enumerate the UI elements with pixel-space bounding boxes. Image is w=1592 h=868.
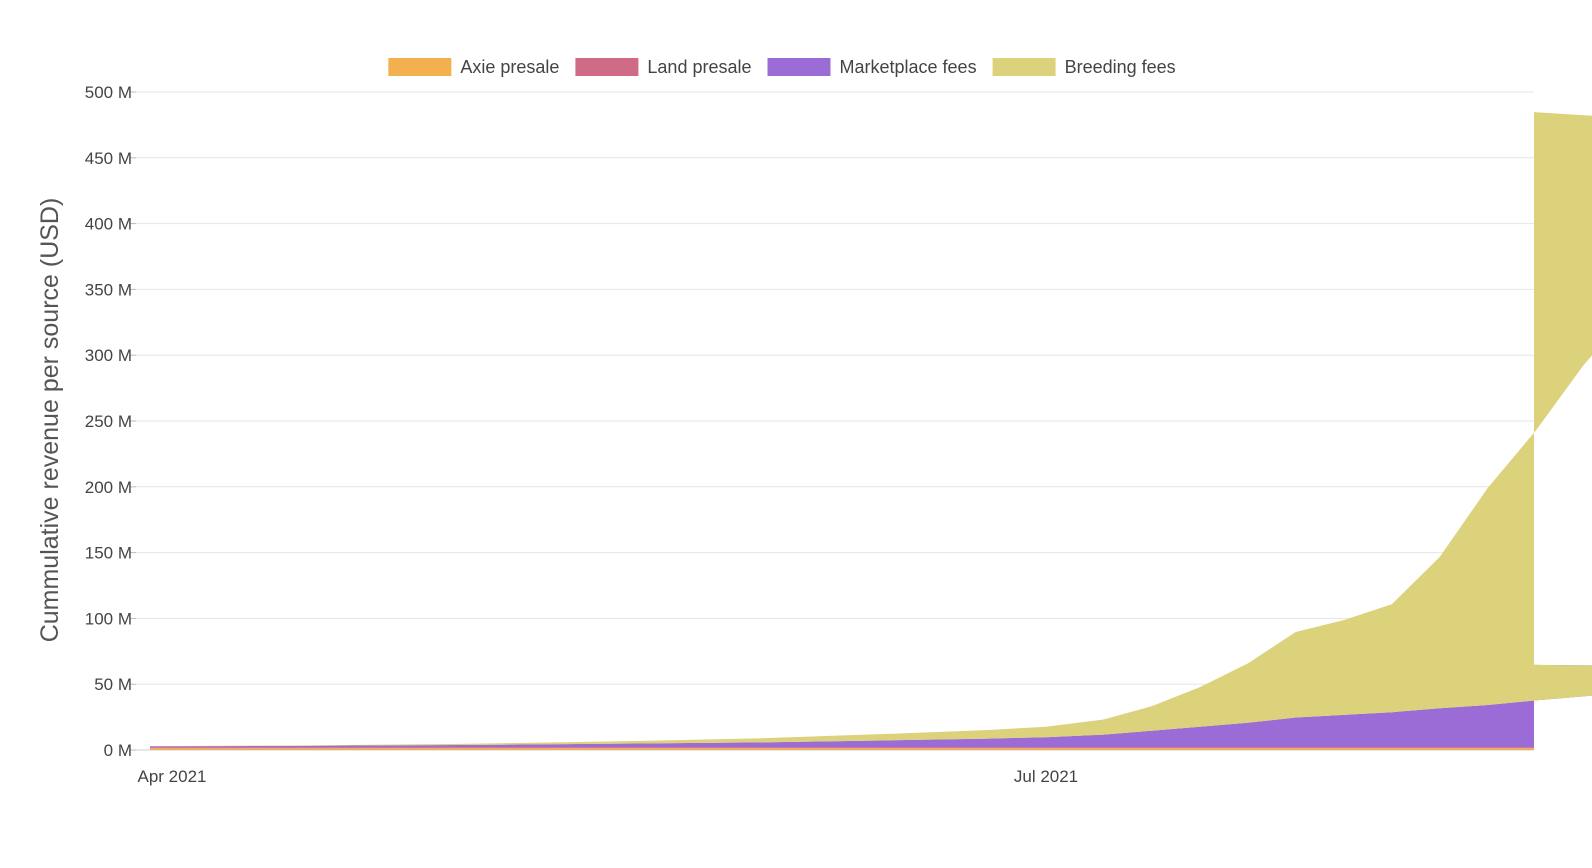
legend: Axie presale Land presale Marketplace fees…	[388, 57, 1176, 77]
y-tick-label: 450 M	[85, 149, 132, 168]
y-axis-ticks: 0 M 50 M 100 M 150 M 200 M 250 M 300 M 350 M 400…	[85, 83, 136, 760]
y-tick-label: 100 M	[85, 609, 132, 628]
y-tick-label: 400 M	[85, 215, 132, 234]
x-tick-label: Apr 2021	[138, 767, 207, 786]
y-gridlines	[136, 91, 1534, 751]
y-tick-label: 50 M	[94, 675, 132, 694]
x-tick-label: Jul 2021	[1014, 767, 1078, 786]
series-areas	[150, 112, 1592, 750]
y-tick-label: 500 M	[85, 83, 132, 102]
legend-label-breeding-fees: Breeding fees	[1065, 57, 1176, 77]
area-axie-presale	[150, 748, 1592, 750]
y-tick-label: 150 M	[85, 544, 132, 563]
area-land-presale	[150, 747, 1592, 749]
legend-swatch-breeding-fees	[992, 58, 1056, 76]
legend-label-marketplace-fees: Marketplace fees	[840, 57, 977, 77]
legend-swatch-axie-presale	[388, 58, 452, 76]
y-axis-title: Cummulative revenue per source (USD)	[36, 198, 64, 643]
area-marketplace-fees	[150, 664, 1592, 748]
legend-label-axie-presale: Axie presale	[460, 57, 559, 77]
x-axis-ticks: Apr 2021 Jul 2021	[138, 767, 1079, 786]
y-tick-label: 200 M	[85, 478, 132, 497]
area-breeding-fees	[150, 112, 1592, 747]
legend-label-land-presale: Land presale	[647, 57, 751, 77]
y-tick-label: 300 M	[85, 346, 132, 365]
y-tick-label: 350 M	[85, 280, 132, 299]
y-tick-label: 250 M	[85, 412, 132, 431]
y-tick-label: 0 M	[104, 741, 132, 760]
legend-swatch-land-presale	[575, 58, 639, 76]
legend-swatch-marketplace-fees	[767, 58, 831, 76]
